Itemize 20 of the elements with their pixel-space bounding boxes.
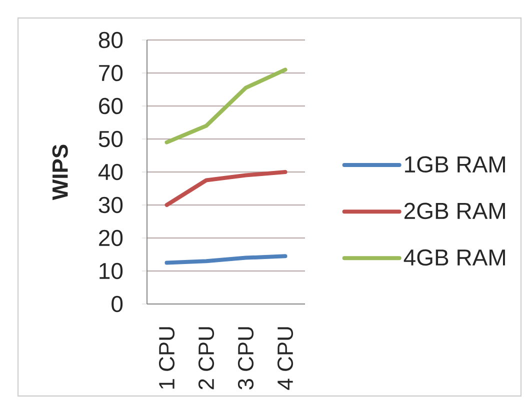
line-series	[164, 170, 288, 207]
y-tick-label: 70	[99, 64, 123, 82]
y-tick-label: 80	[98, 32, 123, 48]
line-series	[164, 254, 288, 265]
legend-label: 2GB RAM	[404, 202, 505, 220]
legend-label: 1GB RAM	[405, 156, 505, 173]
legend-label: 4GB RAM	[404, 249, 505, 266]
x-tick-label: 2 CPU	[198, 327, 214, 390]
x-tick-label: 4 CPU	[277, 327, 294, 390]
line-series	[164, 68, 288, 144]
y-tick-label: 10	[100, 262, 123, 280]
x-tick-label: 3 CPU	[238, 327, 254, 390]
y-tick-label: 50	[98, 130, 123, 148]
y-tick-label: 30	[98, 196, 123, 214]
y-axis-title: WIPS	[52, 144, 68, 200]
y-tick-label: 20	[99, 230, 123, 246]
y-tick-label: 0	[112, 296, 123, 312]
x-tick-label: 1 CPU	[158, 327, 175, 389]
y-tick-label: 40	[98, 164, 123, 180]
y-tick-label: 60	[99, 98, 123, 114]
